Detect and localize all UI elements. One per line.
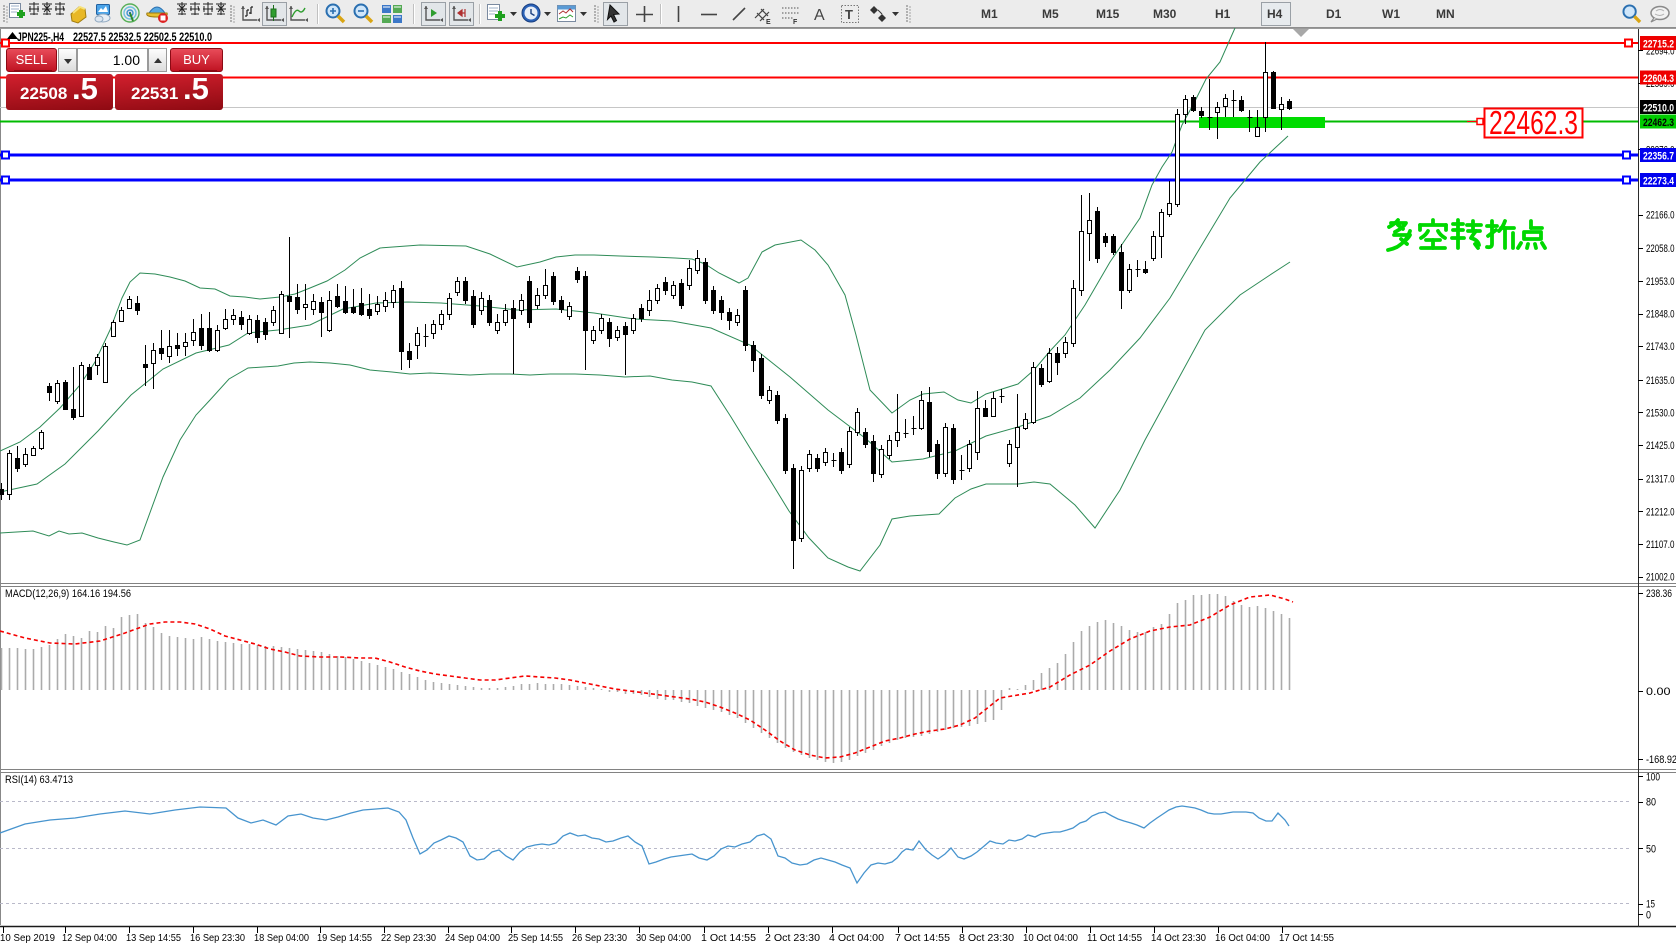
svg-text:16 Oct 04:00: 16 Oct 04:00	[1215, 932, 1270, 944]
svg-text:50: 50	[1646, 844, 1656, 856]
svg-text:21425.0: 21425.0	[1646, 440, 1675, 452]
svg-text:8 Oct 23:30: 8 Oct 23:30	[959, 932, 1014, 944]
svg-text:19 Sep 14:55: 19 Sep 14:55	[317, 932, 372, 944]
svg-text:22166.0: 22166.0	[1646, 210, 1675, 222]
svg-text:12 Sep 04:00: 12 Sep 04:00	[62, 932, 117, 944]
svg-text:26 Sep 23:30: 26 Sep 23:30	[572, 932, 627, 944]
svg-text:4 Oct 04:00: 4 Oct 04:00	[829, 932, 884, 944]
svg-text:MN: MN	[1436, 7, 1455, 21]
svg-text:21212.0: 21212.0	[1646, 506, 1675, 518]
svg-text:22462.3: 22462.3	[1643, 117, 1674, 129]
svg-text:10 Sep 2019: 10 Sep 2019	[0, 932, 55, 944]
svg-text:A: A	[814, 7, 825, 24]
svg-text:22527.5 22532.5 22502.5 22510.: 22527.5 22532.5 22502.5 22510.0	[73, 30, 212, 44]
svg-text:13 Sep 14:55: 13 Sep 14:55	[126, 932, 181, 944]
svg-text:M5: M5	[1042, 7, 1059, 21]
svg-text:100: 100	[1646, 772, 1660, 784]
svg-text:T: T	[845, 7, 853, 22]
svg-text:22604.3: 22604.3	[1643, 73, 1674, 85]
svg-text:21002.0: 21002.0	[1646, 572, 1675, 584]
svg-text:M1: M1	[981, 7, 998, 21]
svg-text:24 Sep 04:00: 24 Sep 04:00	[445, 932, 500, 944]
svg-text:7 Oct 14:55: 7 Oct 14:55	[895, 932, 950, 944]
svg-text:H1: H1	[1215, 7, 1231, 21]
svg-text:1 Oct 14:55: 1 Oct 14:55	[701, 932, 756, 944]
svg-text:10 Oct 04:00: 10 Oct 04:00	[1023, 932, 1078, 944]
svg-text:E: E	[766, 19, 771, 26]
svg-text:22 Sep 23:30: 22 Sep 23:30	[381, 932, 436, 944]
svg-text:D1: D1	[1326, 7, 1342, 21]
svg-text:80: 80	[1646, 797, 1656, 809]
svg-text:21107.0: 21107.0	[1646, 539, 1675, 551]
svg-text:JPN225-,H4: JPN225-,H4	[17, 30, 64, 44]
svg-text:238.36: 238.36	[1646, 588, 1672, 600]
svg-text:-168.92: -168.92	[1646, 754, 1676, 766]
svg-text:18 Sep 04:00: 18 Sep 04:00	[254, 932, 309, 944]
svg-text:2 Oct 23:30: 2 Oct 23:30	[765, 932, 820, 944]
svg-text:21635.0: 21635.0	[1646, 375, 1675, 387]
svg-text:H4: H4	[1267, 7, 1283, 21]
svg-text:21953.0: 21953.0	[1646, 276, 1675, 288]
svg-text:22510.0: 22510.0	[1643, 103, 1674, 115]
svg-text:21743.0: 21743.0	[1646, 341, 1675, 353]
svg-text:M15: M15	[1096, 7, 1120, 21]
svg-text:22356.7: 22356.7	[1643, 151, 1674, 163]
svg-text:17 Oct 14:55: 17 Oct 14:55	[1279, 932, 1334, 944]
svg-text:15: 15	[1646, 899, 1655, 911]
svg-text:21848.0: 21848.0	[1646, 309, 1675, 321]
svg-text:16 Sep 23:30: 16 Sep 23:30	[190, 932, 245, 944]
svg-text:W1: W1	[1382, 7, 1400, 21]
svg-text:22462.3: 22462.3	[1489, 104, 1578, 141]
svg-text:21317.0: 21317.0	[1646, 474, 1675, 486]
svg-text:14 Oct 23:30: 14 Oct 23:30	[1151, 932, 1206, 944]
svg-text:25 Sep 14:55: 25 Sep 14:55	[508, 932, 563, 944]
svg-text:0: 0	[1646, 910, 1651, 922]
svg-text:22715.2: 22715.2	[1643, 39, 1674, 51]
svg-text:21530.0: 21530.0	[1646, 407, 1675, 419]
svg-text:11 Oct 14:55: 11 Oct 14:55	[1087, 932, 1142, 944]
svg-text:M30: M30	[1153, 7, 1177, 21]
svg-text:RSI(14) 63.4713: RSI(14) 63.4713	[5, 774, 73, 786]
svg-text:0.00: 0.00	[1646, 686, 1671, 698]
svg-text:F: F	[793, 19, 798, 26]
svg-text:22273.4: 22273.4	[1643, 176, 1675, 188]
svg-text:MACD(12,26,9) 164.16 194.56: MACD(12,26,9) 164.16 194.56	[5, 588, 131, 600]
svg-text:22058.0: 22058.0	[1646, 243, 1675, 255]
svg-text:30 Sep 04:00: 30 Sep 04:00	[636, 932, 691, 944]
